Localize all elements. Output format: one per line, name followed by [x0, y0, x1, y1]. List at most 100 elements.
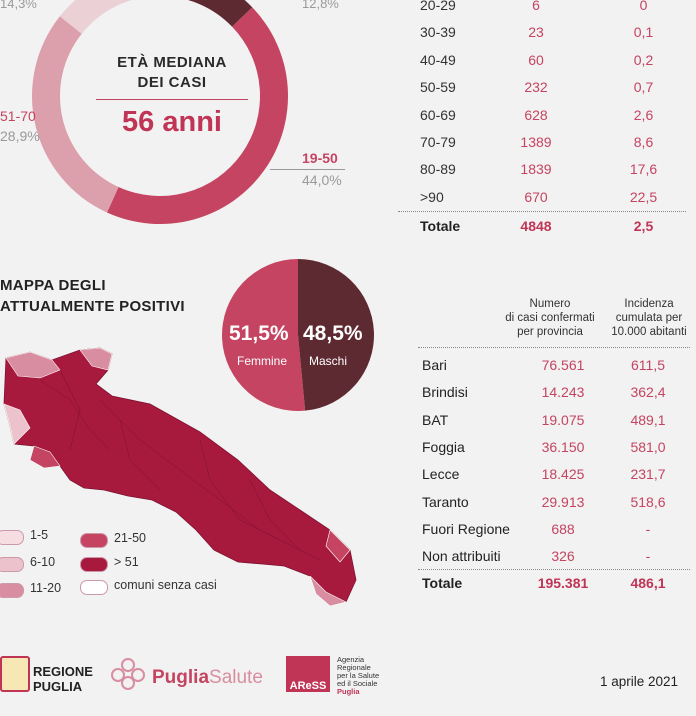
puglia-map: [3, 347, 357, 607]
province-row: Bari 76.561 611,5: [418, 357, 693, 384]
map-title-line-1: MAPPA DEGLI: [0, 277, 106, 294]
province-cases: 76.561: [541, 357, 585, 373]
province-cases: 14.243: [541, 384, 585, 401]
male-pct: 48,5%: [303, 322, 363, 345]
donut-leader-line: [270, 169, 345, 170]
header-incidence-2: cumulata per: [615, 312, 683, 324]
age-rate: 2,6: [633, 106, 654, 123]
header-incidence-3: 10.000 abitanti: [611, 326, 687, 338]
province-total-incidence: 486,1: [630, 575, 666, 591]
province-incidence: -: [645, 548, 651, 565]
legend-label: comuni senza casi: [114, 578, 217, 592]
province-row: Foggia 36.150 581,0: [418, 439, 693, 466]
age-table-row: 70-79 1389 8,6: [396, 134, 686, 161]
legend-label: 6-10: [30, 555, 56, 569]
legend-swatch: [0, 583, 24, 598]
header-cases: Numero di casi confermati per provincia: [500, 297, 600, 339]
age-table-total-row: Totale 4848 2,5: [396, 218, 686, 245]
puglia-word: Puglia: [152, 667, 210, 688]
age-cases: 60: [528, 51, 544, 68]
legend-label: > 51: [114, 555, 139, 569]
province-name: Foggia: [422, 438, 465, 455]
female-label: Femmine: [237, 354, 288, 368]
median-age-block: ETÀ MEDIANA DEI CASI 56 anni: [94, 53, 250, 139]
age-rate: 8,6: [633, 134, 654, 150]
median-divider: [96, 99, 248, 100]
header-cases-3: per provincia: [517, 326, 583, 338]
province-incidence: 489,1: [630, 411, 666, 428]
age-group: >90: [420, 188, 444, 205]
age-cases: 232: [524, 79, 548, 96]
age-total-rate: 2,5: [633, 218, 654, 234]
province-total-row: Totale 195.381 486,1: [418, 575, 693, 602]
map-area-south-west: [29, 445, 61, 469]
age-group: 80-89: [420, 161, 456, 178]
median-title-2: DEI CASI: [137, 74, 207, 91]
donut-pct-top-left: 14,3%: [0, 0, 37, 11]
header-incidence-1: Incidenza: [624, 298, 674, 310]
age-rate: 0,2: [633, 51, 654, 68]
male-label: Maschi: [309, 354, 348, 368]
age-cases: 6: [532, 0, 540, 13]
regione-line-1: REGIONE: [33, 664, 93, 679]
province-cases: 19.075: [541, 411, 585, 428]
age-table-divider: [398, 211, 686, 212]
age-table-row: 30-39 23 0,1: [396, 24, 686, 51]
legend-swatch: [80, 557, 108, 572]
age-rate: 0,7: [633, 79, 654, 96]
age-cases: 1389: [520, 134, 552, 150]
province-incidence: 518,6: [630, 493, 666, 510]
province-cases: 18.425: [541, 466, 585, 483]
age-donut-slice-51-70: [32, 16, 119, 213]
age-table-row: 60-69 628 2,6: [396, 107, 686, 134]
province-total-label: Totale: [422, 575, 463, 591]
female-pct: 51,5%: [229, 322, 289, 345]
header-cases-2: di casi confermati: [505, 312, 595, 324]
age-total-cases: 4848: [520, 218, 552, 234]
map-title: MAPPA DEGLI ATTUALMENTE POSITIVI: [0, 275, 185, 317]
legend-label: 11-20: [30, 581, 62, 595]
agency-line-1: Agenzia: [337, 655, 365, 664]
report-date: 1 aprile 2021: [600, 674, 679, 689]
regione-puglia-text: REGIONE PUGLIA: [33, 664, 93, 694]
province-row: Lecce 18.425 231,7: [418, 466, 693, 493]
age-group: 30-39: [420, 24, 456, 41]
regione-puglia-logo: [0, 656, 30, 692]
age-donut-chart: [32, 0, 288, 224]
donut-pct-top-right: 12,8%: [302, 0, 339, 11]
province-name: Bari: [422, 357, 447, 373]
donut-pct-19-50: 44,0%: [302, 172, 342, 188]
age-cases: 670: [524, 188, 548, 205]
province-cases: 29.913: [541, 493, 585, 510]
province-incidence: 362,4: [630, 384, 666, 401]
province-incidence: 231,7: [630, 466, 666, 483]
aress-text: AReSS: [289, 680, 327, 692]
province-row: Taranto 29.913 518,6: [418, 494, 693, 521]
province-row: Brindisi 14.243 362,4: [418, 384, 693, 411]
agency-line-5: Puglia: [337, 687, 360, 696]
gender-slice-male: [298, 259, 374, 411]
age-group: 20-29: [420, 0, 456, 13]
age-table-row: 20-29 6 0: [396, 0, 686, 24]
agency-line-3: per la Salute: [337, 671, 380, 680]
legend-label: 21-50: [114, 531, 146, 545]
median-title-1: ETÀ MEDIANA: [117, 54, 227, 71]
province-total-cases: 195.381: [537, 575, 589, 591]
aress-agency-text: Agenzia Regionale per la Salute ed il So…: [337, 656, 379, 696]
donut-pct-51-70: 28,9%: [0, 128, 40, 144]
province-cases: 688: [551, 520, 575, 537]
age-group: 60-69: [420, 106, 456, 123]
legend-label: 1-5: [30, 528, 49, 542]
age-table-row: 80-89 1839 17,6: [396, 161, 686, 188]
province-name: Non attribuiti: [422, 548, 501, 565]
province-incidence: 581,0: [630, 438, 666, 455]
age-group: 50-59: [420, 79, 456, 96]
province-table-total-divider: [418, 569, 690, 570]
header-cases-1: Numero: [529, 298, 571, 310]
province-row: Fuori Regione 688 -: [418, 521, 693, 548]
age-cases: 23: [528, 24, 544, 41]
salute-word: Salute: [209, 667, 263, 688]
puglia-region-shape: [3, 347, 357, 603]
legend-swatch: [0, 557, 24, 572]
province-incidence: -: [645, 520, 651, 537]
